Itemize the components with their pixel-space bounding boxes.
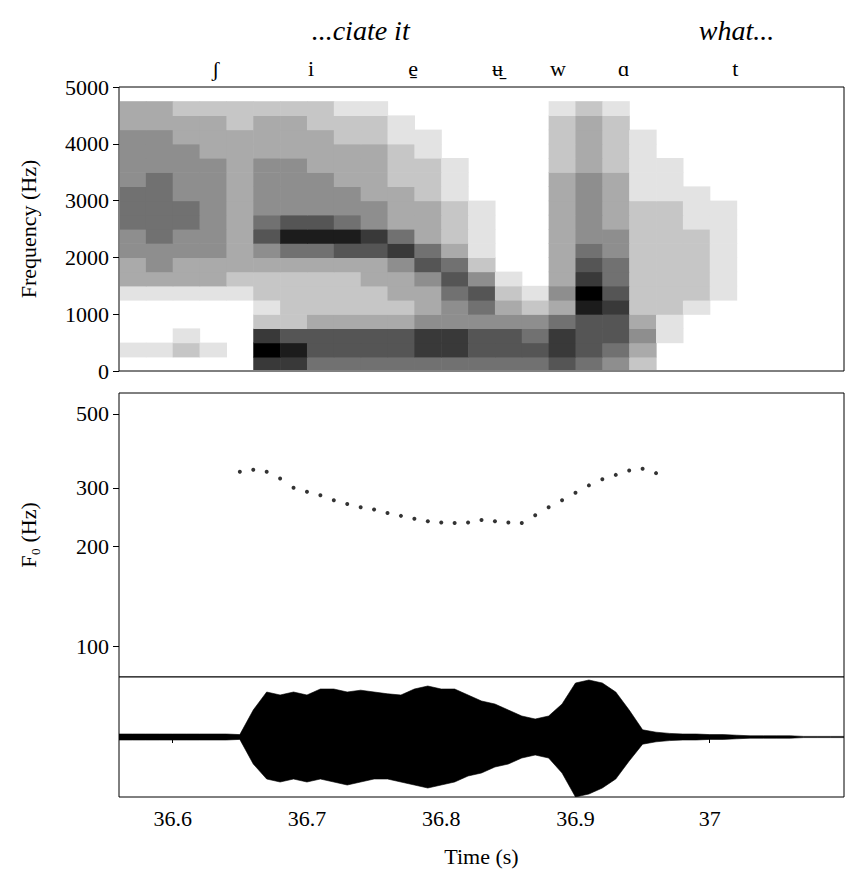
svg-text:1000: 1000 — [65, 302, 109, 327]
svg-text:4000: 4000 — [65, 131, 109, 156]
svg-text:36.9: 36.9 — [556, 806, 595, 831]
svg-text:300: 300 — [76, 475, 109, 500]
svg-text:2000: 2000 — [65, 245, 109, 270]
svg-text:36.7: 36.7 — [288, 806, 327, 831]
svg-text:ɑ: ɑ — [618, 56, 630, 81]
svg-text:36.8: 36.8 — [422, 806, 461, 831]
svg-text:0: 0 — [98, 359, 109, 384]
svg-text:...ciate it: ...ciate it — [312, 15, 411, 46]
svg-text:ʃ: ʃ — [211, 56, 220, 81]
svg-text:100: 100 — [76, 634, 109, 659]
svg-text:what...: what... — [699, 15, 774, 46]
svg-text:5000: 5000 — [65, 75, 109, 100]
svg-text:w: w — [550, 56, 566, 81]
svg-text:Frequency (Hz): Frequency (Hz) — [16, 160, 41, 299]
svg-text:3000: 3000 — [65, 188, 109, 213]
svg-text:ʉ̠: ʉ̠ — [492, 56, 507, 81]
svg-text:200: 200 — [76, 534, 109, 559]
svg-text:Time (s): Time (s) — [444, 844, 518, 869]
svg-text:F₀ (Hz): F₀ (Hz) — [16, 502, 41, 568]
svg-text:t: t — [732, 56, 738, 81]
svg-text:e̠: e̠ — [408, 56, 418, 81]
svg-text:i: i — [308, 56, 314, 81]
svg-text:36.6: 36.6 — [153, 806, 192, 831]
svg-text:500: 500 — [76, 401, 109, 426]
svg-text:37: 37 — [699, 806, 721, 831]
